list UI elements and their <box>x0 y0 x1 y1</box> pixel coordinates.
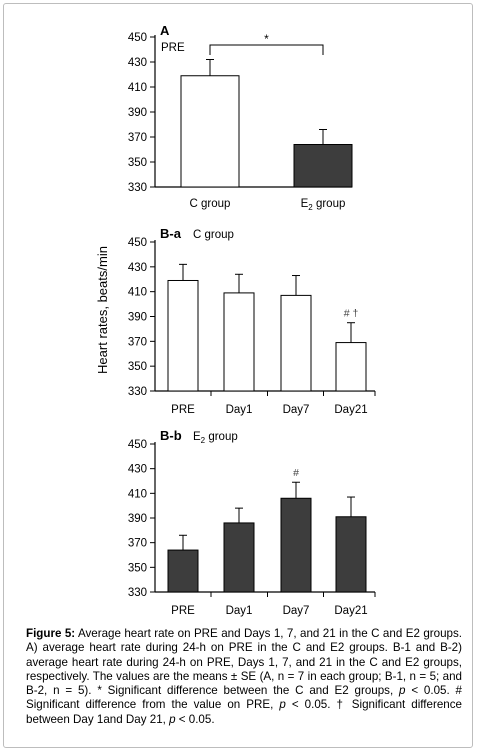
y-tick-label: 430 <box>128 57 147 69</box>
x-tick-label: Day21 <box>334 404 367 416</box>
significance-label: # † <box>344 308 359 320</box>
chart-panel-b-a: 330 350 370 390 410 430 450 PRE Day1 Day7 Day21 # † <box>128 237 376 416</box>
bar <box>280 497 312 593</box>
y-tick-label: 330 <box>128 386 147 398</box>
y-tick-label: 450 <box>128 439 147 451</box>
caption-label: Figure 5: <box>26 627 76 640</box>
y-tick-label: 370 <box>128 538 147 550</box>
y-tick-label: 330 <box>128 587 147 599</box>
x-tick-label: C group <box>190 198 231 210</box>
y-tick-label: 410 <box>128 82 147 94</box>
y-tick-label: 450 <box>128 32 147 44</box>
y-tick-label: 370 <box>128 132 147 144</box>
significance-label: # <box>293 467 299 479</box>
y-tick-label: 430 <box>128 464 147 476</box>
y-axis-label: Heart rates, beats/min <box>95 246 110 374</box>
chart-panel-b-b: 330 350 370 390 410 430 450 PRE Day1 Day7 Day21 # <box>128 439 376 617</box>
caption-text-4: < 0.05. <box>175 712 215 726</box>
panel-b-a-letter: B-a <box>160 226 182 241</box>
caption-p-1: p <box>399 684 406 698</box>
x-tick-label: PRE <box>171 605 195 617</box>
x-tick-label: Day1 <box>226 404 253 416</box>
bar <box>335 342 367 392</box>
y-tick-label: 410 <box>128 287 147 299</box>
y-tick-label: 350 <box>128 157 147 169</box>
y-tick-label: 390 <box>128 107 147 119</box>
panel-b-a-label: C group <box>193 229 234 241</box>
y-tick-label: 350 <box>128 361 147 373</box>
y-tick-label: 390 <box>128 312 147 324</box>
panel-b-b: B-b E2 group 330 350 370 390 410 430 450 PRE Day… <box>128 428 376 617</box>
x-tick-label: E2 group <box>301 198 346 212</box>
bar <box>223 522 255 593</box>
panel-a: A PRE 330 350 370 390 410 430 450 C group E2 gro… <box>128 23 353 212</box>
y-tick-label: 330 <box>128 182 147 194</box>
figure-charts: A PRE 330 350 370 390 410 430 450 C group E2 gro… <box>95 23 376 617</box>
figure-caption: Figure 5: Average heart rate on PRE and … <box>26 627 462 727</box>
x-tick-label: PRE <box>171 404 195 416</box>
x-tick-label: Day7 <box>283 605 310 617</box>
caption-p-3: p <box>169 712 176 726</box>
caption-p-2: p <box>279 698 286 712</box>
significance-label: * <box>264 32 269 46</box>
y-tick-label: 350 <box>128 562 147 574</box>
bar <box>223 292 255 392</box>
x-tick-label: Day7 <box>283 404 310 416</box>
significance-bracket <box>209 44 324 55</box>
y-tick-label: 410 <box>128 488 147 500</box>
caption-text-2: < 0.05. # Significant difference from th… <box>26 684 462 712</box>
bar <box>280 294 312 392</box>
bar <box>167 549 199 593</box>
y-tick-label: 430 <box>128 262 147 274</box>
panel-b-b-letter: B-b <box>160 428 182 443</box>
panel-a-letter: A <box>160 23 170 38</box>
y-tick-label: 450 <box>128 237 147 249</box>
panel-a-label: PRE <box>161 42 185 54</box>
x-tick-label: Day21 <box>334 605 367 617</box>
panel-b-b-label: E2 group <box>193 431 238 445</box>
bar <box>167 279 199 392</box>
y-tick-label: 390 <box>128 513 147 525</box>
y-tick-label: 370 <box>128 336 147 348</box>
bar <box>180 75 240 188</box>
bar <box>293 144 353 188</box>
bar <box>335 516 367 593</box>
caption-text-1: Average heart rate on PRE and Days 1, 7,… <box>26 627 462 698</box>
caption-text-3: < 0.05. † Significant difference between… <box>26 698 462 726</box>
panel-b-a: B-a C group 330 350 370 390 410 430 450 PRE Day1… <box>128 226 376 416</box>
chart-panel-a: 330 350 370 390 410 430 450 C group E2 group * <box>128 32 353 212</box>
x-tick-label: Day1 <box>226 605 253 617</box>
